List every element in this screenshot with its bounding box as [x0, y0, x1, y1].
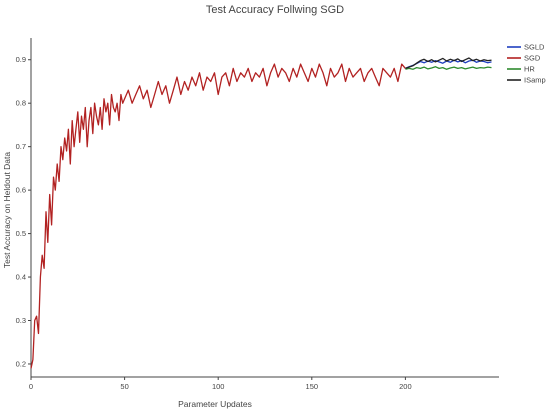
series-line-hr	[405, 66, 492, 70]
y-tick-label: 0.7	[16, 142, 26, 151]
y-tick-label: 0.9	[16, 55, 26, 64]
x-tick-label: 200	[399, 382, 412, 391]
series-line-isamp	[405, 57, 492, 70]
legend-label-hr: HR	[524, 65, 535, 74]
y-tick-label: 0.6	[16, 186, 26, 195]
x-tick-label: 150	[306, 382, 319, 391]
y-tick-label: 0.3	[16, 316, 26, 325]
x-tick-label: 0	[29, 382, 33, 391]
y-tick-label: 0.5	[16, 229, 26, 238]
legend-label-isamp: ISamp	[524, 76, 546, 85]
series-line-sgd	[30, 63, 406, 369]
series-line-sgld	[405, 59, 492, 69]
legend-label-sgd: SGD	[524, 54, 541, 63]
y-tick-label: 0.4	[16, 273, 26, 282]
y-tick-label: 0.2	[16, 359, 26, 368]
x-tick-label: 100	[212, 382, 225, 391]
chart-title: Test Accuracy Follwing SGD	[206, 4, 344, 16]
y-axis-label: Test Accuracy on Heldout Data	[2, 152, 12, 269]
plot-area: 0.2 0.3 0.4 0.5 0.6 0.7 0.8 0.9 0 50 100 150 200	[16, 38, 499, 391]
y-tick-label: 0.8	[16, 99, 26, 108]
x-tick-label: 50	[120, 382, 128, 391]
x-axis-label: Parameter Updates	[178, 399, 252, 409]
legend: SGLD SGD HR ISamp	[507, 43, 546, 85]
legend-label-sgld: SGLD	[524, 43, 545, 52]
